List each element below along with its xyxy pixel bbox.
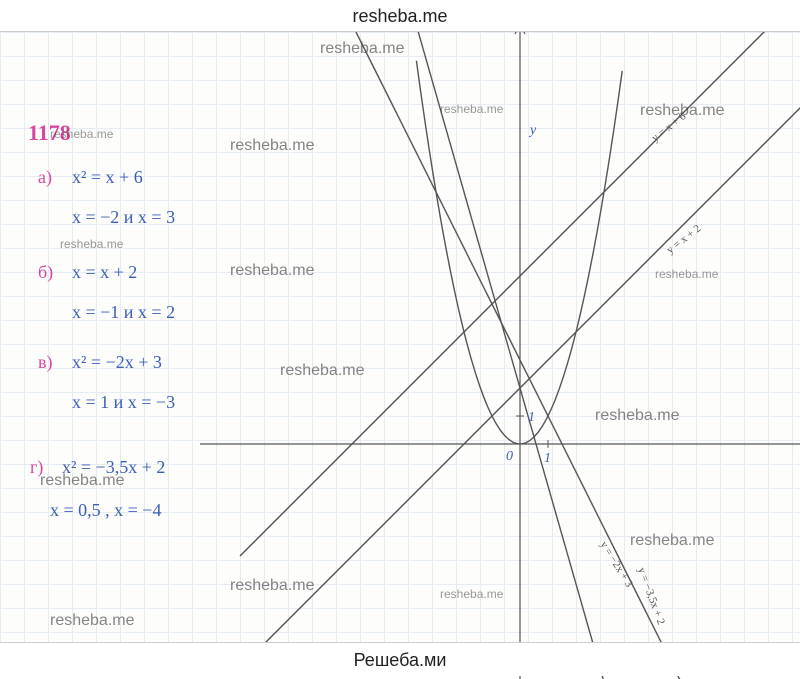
page-header: resheba.me <box>0 0 800 32</box>
item-c-letter: в) <box>38 352 53 373</box>
item-d-eq: x² = −3,5x + 2 <box>62 457 165 478</box>
x-unit-label: 1 <box>544 451 551 466</box>
origin-label: 0 <box>506 449 513 464</box>
item-c-eq: x² = −2x + 3 <box>72 352 162 373</box>
page-footer: Решеба.ми <box>0 642 800 676</box>
item-a-letter: а) <box>38 167 52 188</box>
footer-text: Решеба.ми <box>354 650 447 670</box>
graph-svg: xy011y = x + 6y = x + 2y = −2x + 3y = −3… <box>400 64 800 674</box>
problem-number: 1178 <box>28 120 71 146</box>
item-a-eq: x² = x + 6 <box>72 167 143 188</box>
item-b-letter: б) <box>38 262 53 283</box>
item-a-sol: x = −2 и x = 3 <box>72 207 175 228</box>
item-b-eq: x = x + 2 <box>72 262 137 283</box>
notebook-paper: 1178 а) x² = x + 6 x = −2 и x = 3 б) x =… <box>0 32 800 642</box>
line-label: y = −3,5x + 2 <box>635 566 667 626</box>
header-text: resheba.me <box>352 6 447 26</box>
item-d-letter: г) <box>30 457 43 478</box>
item-b-sol: x = −1 и x = 2 <box>72 302 175 323</box>
item-d-sol: x = 0,5 , x = −4 <box>50 500 161 521</box>
graph-area: xy011y = x + 6y = x + 2y = −2x + 3y = −3… <box>400 64 800 674</box>
line-label: y = −2x + 3 <box>597 539 635 590</box>
line-label: y = x + 2 <box>664 222 703 256</box>
line-label: y = x + 6 <box>649 110 688 144</box>
item-c-sol: x = 1 и x = −3 <box>72 392 175 413</box>
y-axis-label: y <box>528 123 537 138</box>
